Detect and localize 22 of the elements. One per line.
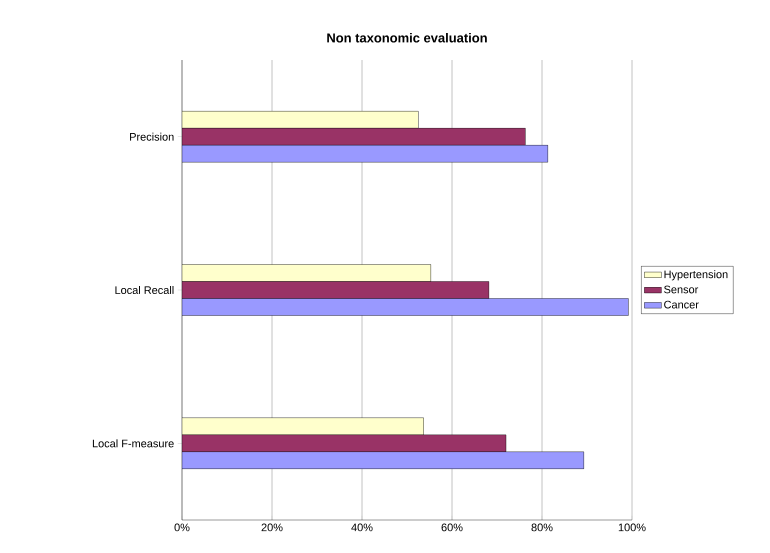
x-tick-label: 20% (262, 524, 283, 532)
bar (182, 298, 629, 316)
legend-label: Hypertension (664, 270, 728, 280)
bar (182, 264, 432, 282)
bar (182, 110, 418, 128)
x-tick-label: 100% (618, 524, 646, 532)
legend-label: Sensor (664, 286, 698, 294)
x-tick-label: 60% (442, 524, 463, 532)
legend-label: Cancer (664, 300, 699, 308)
x-tick-label: 0% (174, 524, 190, 532)
bar (182, 128, 526, 146)
y-tick-label: Local F-measure (92, 439, 174, 448)
bar (182, 418, 424, 436)
bar (182, 452, 584, 470)
x-tick-label: 80% (532, 524, 553, 532)
x-tick-label: 40% (351, 524, 373, 532)
bar (182, 281, 490, 299)
y-tick-label: Precision (130, 132, 174, 141)
bar (182, 144, 548, 162)
chart-title: Non taxonomic evaluation (327, 32, 487, 42)
y-tick-label: Local Recall (115, 286, 174, 294)
bar (182, 434, 506, 452)
